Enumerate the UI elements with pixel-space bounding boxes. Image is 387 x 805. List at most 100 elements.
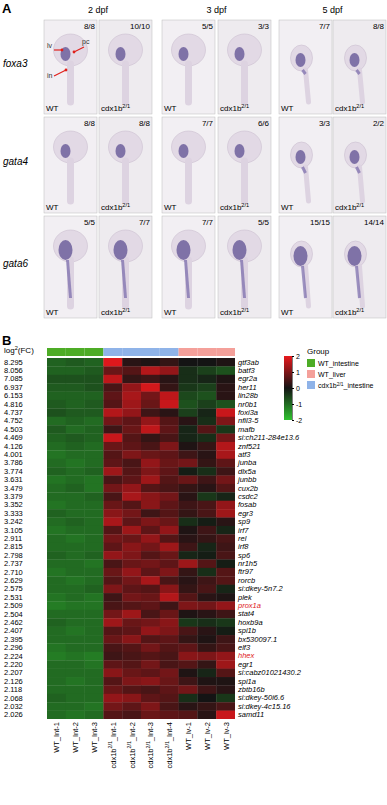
embryo-tail [67,64,74,102]
color-bar-tick: -2 [292,417,302,424]
heatmap-cell [141,643,160,652]
sample-count: 7/7 [319,22,331,31]
heatmap-cell [66,694,85,703]
heatmap-cell [179,568,198,577]
tick-mark [292,388,294,389]
heatmap-cell [122,685,141,694]
heatmap-cell [85,459,104,468]
text-part: 2/1 [241,202,249,208]
heatmap-cell [66,509,85,518]
heatmap-cell [197,392,216,401]
image-background [162,20,215,114]
heatmap-cell [197,534,216,543]
heatmap-cell [141,484,160,493]
heatmap-cell [66,366,85,375]
heatmap-cell [66,392,85,401]
heatmap-cells [47,358,235,719]
heatmap-cell [179,576,198,585]
heatmap-cell [122,492,141,501]
heatmap-cell [85,526,104,535]
embryo-image: 6/6cdx1b2/1 [218,117,271,213]
heatmap-cell [66,677,85,686]
heatmap-cell [197,492,216,501]
heatmap-cell [103,484,122,493]
heatmap-cell [103,400,122,409]
stain [116,47,126,61]
heatmap-cell [85,450,104,459]
embryo-tail [122,260,129,306]
heatmap-cell [85,576,104,585]
heatmap-cell [197,450,216,459]
heatmap-cell [216,417,235,426]
embryo-image: 3/3WT [279,117,332,213]
heatmap-cell [179,711,198,719]
color-bar-tick-label: -1 [296,401,302,408]
group-cell [179,348,198,356]
text-part: log [4,346,15,355]
heatmap-cell [160,484,179,493]
heatmap-cell [85,358,104,367]
heatmap-cell [197,685,216,694]
heatmap-cell [160,618,179,627]
image-background [218,216,271,318]
heatmap-cell [179,383,198,392]
sample-count: 7/7 [139,218,151,227]
heatmap-cell [197,358,216,367]
group-cell [197,348,216,356]
heatmap-cell [122,509,141,518]
heatmap-cell [160,635,179,644]
heatmap-cell [85,568,104,577]
text-part: cdx1b [220,308,242,317]
heatmap-cell [122,434,141,443]
heatmap-cell [216,694,235,703]
heatmap-cell [160,417,179,426]
column-label: cdx1b2/1_Int-3 [145,722,155,769]
heatmap-cell [47,601,66,610]
embryo-image: 15/15WT [279,216,332,318]
heatmap-cell [47,652,66,661]
annotation-label: in [47,72,53,79]
heatmap-cell [179,366,198,375]
heatmap-cell [122,400,141,409]
heatmap-cell [85,610,104,619]
heatmap-cell [141,618,160,627]
heatmap-cell [122,677,141,686]
heatmap-cell [160,702,179,711]
heatmap-cell [216,392,235,401]
heatmap-cell [85,442,104,451]
heatmap-cell [160,442,179,451]
heatmap-cell [179,627,198,636]
group-annotation-bar [47,348,235,356]
heatmap-cell [103,601,122,610]
heatmap-cell [216,467,235,476]
annotation-label: pc [82,38,90,46]
gene-label: gata6 [3,258,28,269]
embryo-image: 8/8WT [44,20,97,114]
heatmap-cell [160,559,179,568]
heatmap-cell [197,618,216,627]
gene-label: foxa3 [3,58,28,69]
heatmap-cell [197,677,216,686]
stain [348,246,362,266]
heatmap-cell [66,601,85,610]
heatmap-cell [85,652,104,661]
embryo-image: 10/10cdx1b2/1 [99,20,152,114]
embryo-tail [122,64,129,102]
heatmap-cell [141,635,160,644]
heatmap-cell [103,408,122,417]
heatmap-cell [141,417,160,426]
heatmap-cell [47,425,66,434]
text-part: _intestine [343,382,374,390]
heatmap-cell [122,568,141,577]
embryo-image: 5/5WT [44,216,97,318]
stain [294,246,308,266]
heatmap-cell [103,492,122,501]
legend-swatch [307,370,315,378]
heatmap-cell [66,526,85,535]
heatmap-cell [66,467,85,476]
heatmap-cell [141,400,160,409]
text-part: WT [46,203,59,212]
heatmap-cell [122,543,141,552]
heatmap-cell [47,400,66,409]
heatmap-cell [179,450,198,459]
